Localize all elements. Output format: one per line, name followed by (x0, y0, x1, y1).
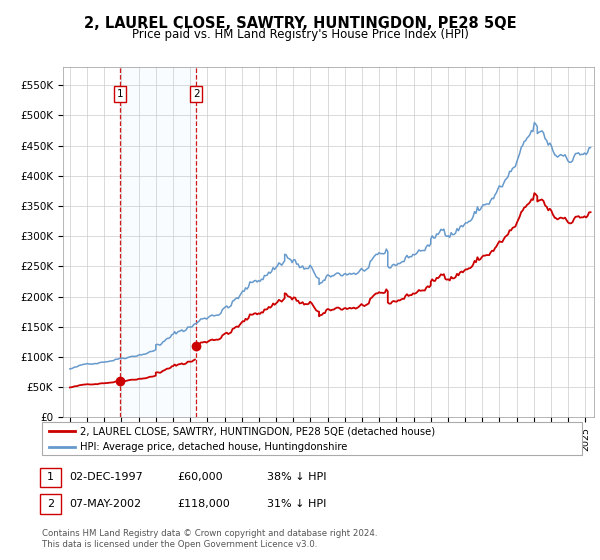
Text: 07-MAY-2002: 07-MAY-2002 (69, 499, 141, 509)
Text: Contains HM Land Registry data © Crown copyright and database right 2024.
This d: Contains HM Land Registry data © Crown c… (42, 529, 377, 549)
Text: HPI: Average price, detached house, Huntingdonshire: HPI: Average price, detached house, Hunt… (80, 442, 347, 451)
Text: 2, LAUREL CLOSE, SAWTRY, HUNTINGDON, PE28 5QE (detached house): 2, LAUREL CLOSE, SAWTRY, HUNTINGDON, PE2… (80, 426, 435, 436)
Text: 02-DEC-1997: 02-DEC-1997 (69, 472, 143, 482)
Bar (120, 67, 196, 417)
Text: 1: 1 (117, 90, 124, 99)
Text: 38% ↓ HPI: 38% ↓ HPI (267, 472, 326, 482)
Text: Price paid vs. HM Land Registry's House Price Index (HPI): Price paid vs. HM Land Registry's House … (131, 28, 469, 41)
Text: £60,000: £60,000 (177, 472, 223, 482)
Text: 1: 1 (47, 472, 54, 482)
Text: 31% ↓ HPI: 31% ↓ HPI (267, 499, 326, 509)
Text: 2: 2 (47, 499, 54, 509)
Text: £118,000: £118,000 (177, 499, 230, 509)
Text: 2: 2 (193, 90, 199, 99)
Text: 2, LAUREL CLOSE, SAWTRY, HUNTINGDON, PE28 5QE: 2, LAUREL CLOSE, SAWTRY, HUNTINGDON, PE2… (83, 16, 517, 31)
